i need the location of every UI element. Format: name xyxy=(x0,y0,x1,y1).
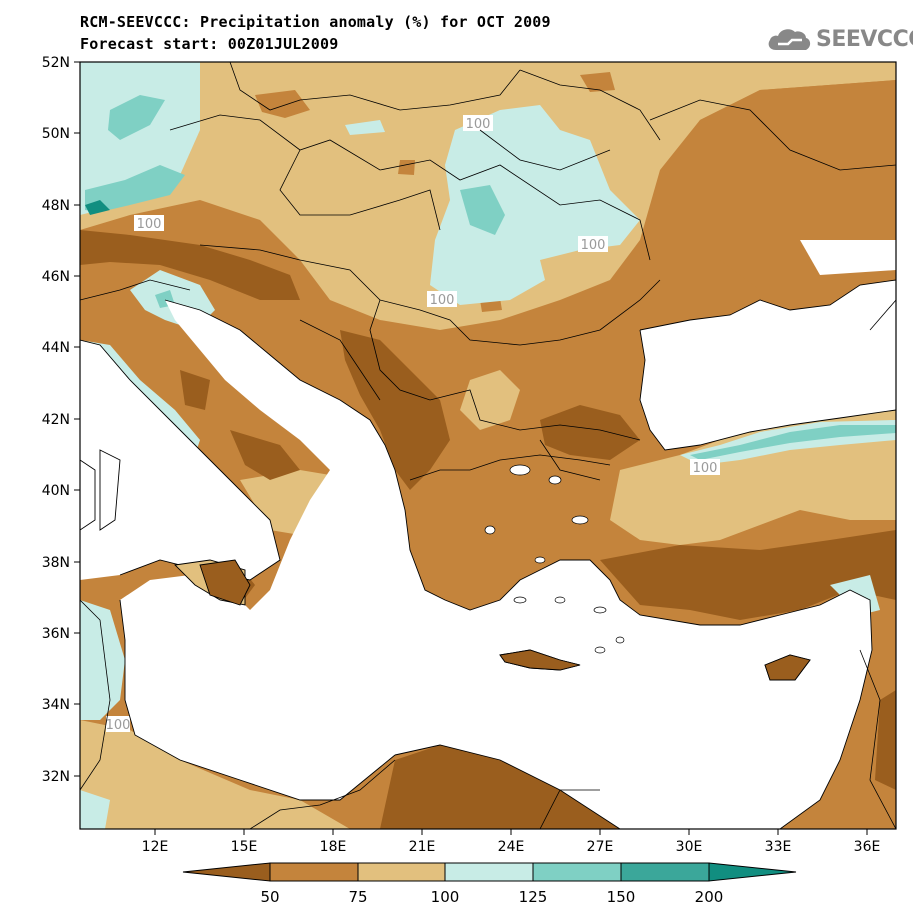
colorbar-label: 125 xyxy=(519,888,548,906)
lon-label: 18E xyxy=(320,839,347,855)
contour-label: 100 xyxy=(137,217,162,232)
forecast-start-subtitle: Forecast start: 00Z01JUL2009 xyxy=(80,35,339,53)
contour-label: 100 xyxy=(581,238,606,253)
colorbar-label: 150 xyxy=(607,888,636,906)
lat-label: 34N xyxy=(42,697,70,713)
colorbar-segment-gt200 xyxy=(708,862,797,882)
crete-island xyxy=(499,649,581,671)
contour-label: 100 xyxy=(466,117,491,132)
colorbar-label: 50 xyxy=(260,888,279,906)
lat-label: 44N xyxy=(42,340,70,356)
lat-label: 36N xyxy=(42,626,70,642)
contour-label: 100 xyxy=(693,461,718,476)
lon-label: 12E xyxy=(142,839,169,855)
contour-label: 100 xyxy=(430,293,455,308)
lon-label: 21E xyxy=(409,839,436,855)
lon-label: 30E xyxy=(676,839,703,855)
lon-label: 36E xyxy=(854,839,881,855)
lon-label: 15E xyxy=(231,839,258,855)
colorbar-label: 100 xyxy=(431,888,460,906)
cyprus-island xyxy=(764,654,811,681)
map-title: RCM-SEEVCCC: Precipitation anomaly (%) f… xyxy=(80,13,551,31)
colorbar-segment-50-75 xyxy=(269,862,359,882)
lat-label: 48N xyxy=(42,198,70,214)
lon-label: 33E xyxy=(765,839,792,855)
colorbar-segment-75-100 xyxy=(357,862,446,882)
contour-labels: 100 100 100 100 100 100 xyxy=(106,115,720,733)
colorbar-label: 75 xyxy=(348,888,367,906)
lon-label: 27E xyxy=(587,839,614,855)
lat-label: 38N xyxy=(42,555,70,571)
lat-label: 52N xyxy=(42,55,70,71)
lat-label: 40N xyxy=(42,483,70,499)
coastlines xyxy=(80,279,896,829)
cloud-icon xyxy=(768,29,811,50)
contour-label: 100 xyxy=(106,718,131,733)
lat-label: 46N xyxy=(42,269,70,285)
country-borders xyxy=(80,62,896,829)
colorbar-segment-150-200 xyxy=(620,862,710,882)
colorbar-segment-100-125 xyxy=(444,862,534,882)
colorbar: 50 75 100 125 150 200 xyxy=(182,862,797,906)
colorbar-label: 200 xyxy=(695,888,724,906)
seevccc-logo: SEEVCCC xyxy=(766,24,913,54)
latitude-axis: 52N 50N 48N 46N 44N 42N 40N 38N 36N 34N … xyxy=(42,55,80,785)
map-frame xyxy=(79,61,897,830)
colorbar-segment-lt50 xyxy=(182,862,271,882)
lat-label: 32N xyxy=(42,769,70,785)
logo-text: SEEVCCC xyxy=(816,26,913,52)
lat-label: 42N xyxy=(42,412,70,428)
lat-label: 50N xyxy=(42,126,70,142)
longitude-axis: 12E 15E 18E 21E 24E 27E 30E 33E 36E xyxy=(142,829,881,855)
map-fields xyxy=(80,62,896,829)
aegean-islands xyxy=(484,464,625,654)
lon-label: 24E xyxy=(498,839,525,855)
colorbar-segment-125-150 xyxy=(532,862,622,882)
